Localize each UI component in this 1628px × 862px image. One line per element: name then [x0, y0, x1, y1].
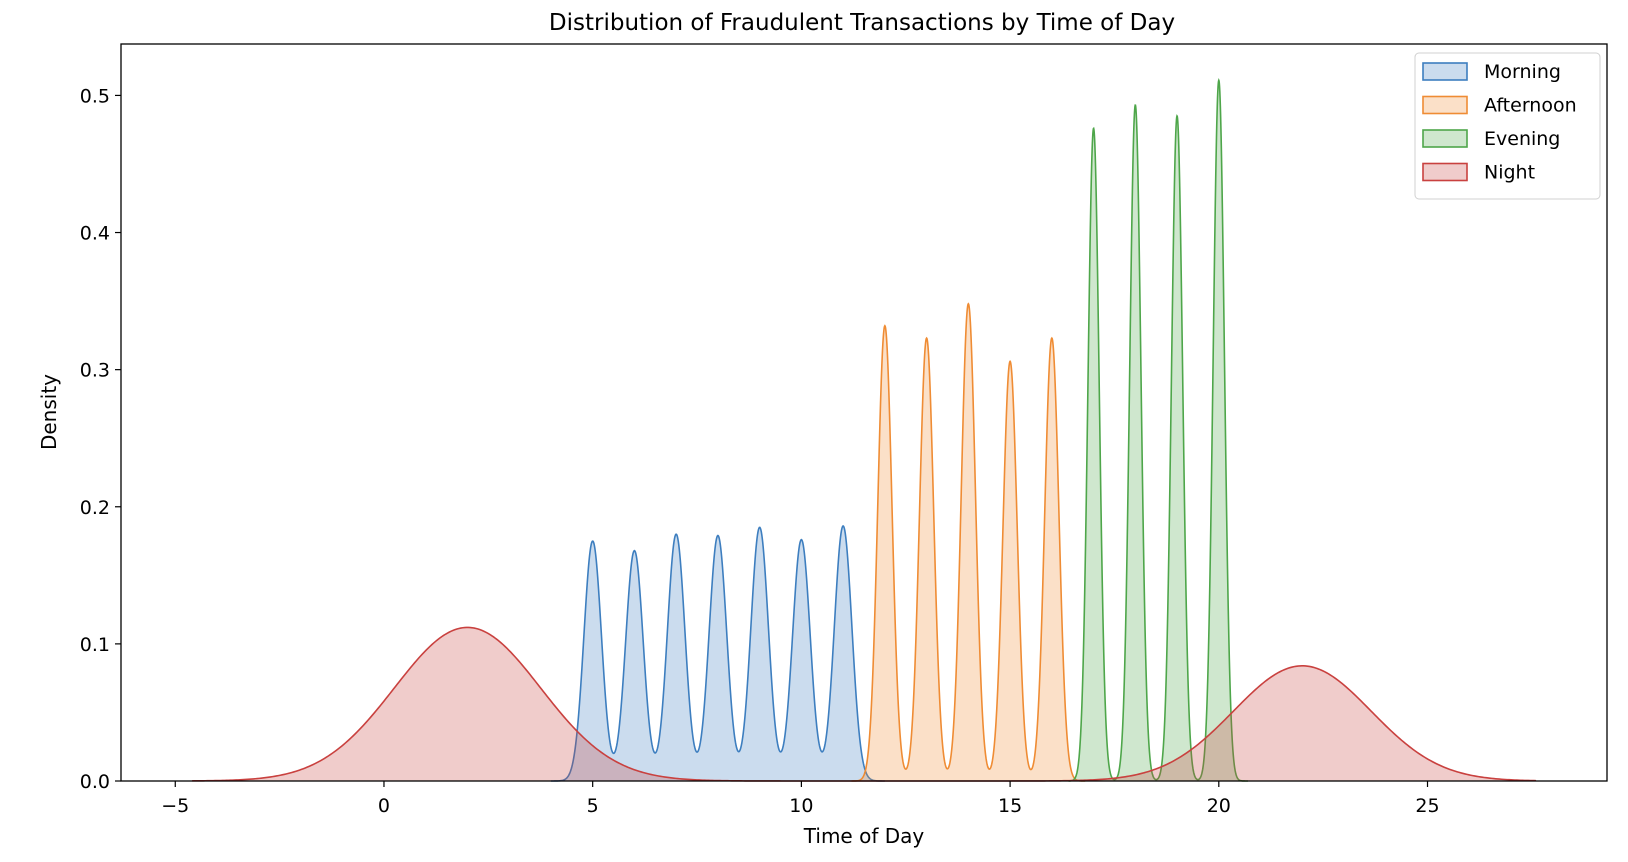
plot-frame: [120, 43, 1608, 782]
legend-swatch-morning: [1422, 62, 1468, 81]
plot-area: [191, 77, 1537, 782]
y-tick-label: 0.0: [80, 771, 110, 793]
y-axis: 0.0 0.1 0.2 0.3 0.4 0.5: [80, 85, 121, 793]
y-tick-label: 0.4: [80, 223, 110, 245]
x-tick-label: 5: [587, 795, 599, 817]
legend-swatch-afternoon: [1422, 95, 1468, 115]
legend-label-night: Night: [1484, 162, 1535, 184]
legend-label-morning: Morning: [1484, 61, 1561, 83]
series-line-evening: [1068, 77, 1249, 782]
legend: Morning Afternoon Evening Night: [1414, 52, 1601, 200]
series-area-afternoon: [851, 303, 1086, 781]
x-tick-label: −5: [161, 795, 189, 817]
x-tick-label: 0: [378, 795, 390, 817]
legend-label-evening: Evening: [1484, 128, 1560, 150]
series-area-morning: [550, 526, 885, 781]
y-axis-label: Density: [37, 374, 61, 450]
legend-box: [1414, 52, 1601, 200]
x-tick-label: 10: [789, 795, 813, 817]
legend-swatch-evening: [1422, 129, 1468, 148]
y-tick-label: 0.1: [80, 634, 110, 656]
y-tick-label: 0.5: [80, 85, 110, 107]
x-axis-label: Time of Day: [803, 824, 925, 848]
x-tick-label: 20: [1207, 795, 1231, 817]
series-line-morning: [550, 525, 885, 782]
x-tick-label: 15: [998, 795, 1022, 817]
series-line-afternoon: [851, 302, 1086, 782]
y-tick-label: 0.2: [80, 497, 110, 519]
legend-swatch-night: [1422, 162, 1468, 182]
chart-title: Distribution of Fraudulent Transactions …: [549, 10, 1175, 36]
series-area-evening: [1068, 80, 1249, 782]
y-tick-label: 0.3: [80, 360, 110, 382]
legend-label-afternoon: Afternoon: [1484, 95, 1577, 117]
x-axis: −5 0 5 10 15 20 25: [161, 781, 1440, 817]
series-area-night: [191, 627, 1537, 781]
x-tick-label: 25: [1415, 795, 1439, 817]
